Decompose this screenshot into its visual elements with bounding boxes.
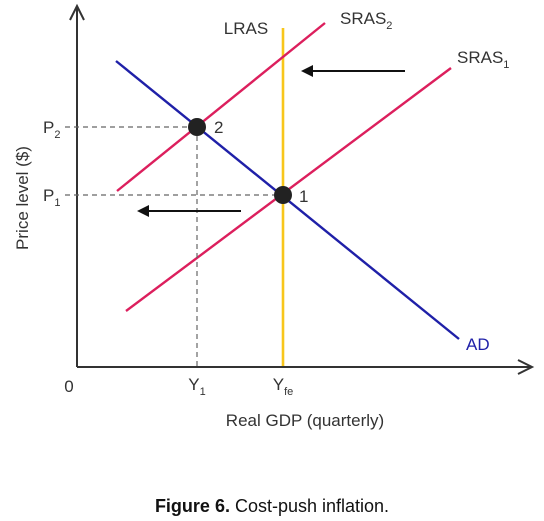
x-tick-yfe-label: Yfe (273, 375, 294, 398)
x-tick-y1-subscript: 1 (200, 386, 206, 398)
figure-caption-text: Cost-push inflation. (234, 496, 390, 516)
ad-label: AD (466, 335, 490, 354)
x-tick-yfe-subscript: fe (284, 386, 293, 398)
sras2-curve (116, 22, 326, 192)
figure-caption-label: Figure 6. (154, 496, 230, 516)
sras2-label-main: SRAS (340, 9, 386, 28)
cost-push-inflation-chart: 0 Real GDP (quarterly) Price level ($) Y… (13, 3, 535, 430)
y-tick-p1-subscript: 1 (54, 197, 60, 209)
sras2-label: SRAS2 (340, 9, 392, 32)
y-tick-p2-label: P2 (43, 118, 60, 141)
x-tick-yfe-main: Y (273, 375, 284, 394)
origin-label: 0 (64, 377, 73, 396)
sras2-label-subscript: 2 (386, 20, 392, 32)
x-axis-arrowhead (517, 359, 535, 375)
x-tick-y1-label: Y1 (188, 375, 205, 398)
y-axis-label: Price level ($) (13, 146, 32, 250)
y-tick-p2-subscript: 2 (54, 129, 60, 141)
y-tick-p1-label: P1 (43, 186, 60, 209)
lras-label: LRAS (224, 19, 268, 38)
y-tick-p2-main: P (43, 118, 54, 137)
figure-caption: Figure 6. Cost-push inflation. (0, 496, 544, 517)
equilibrium-point-2-label: 2 (214, 118, 223, 137)
x-tick-y1-main: Y (188, 375, 199, 394)
sras1-label-subscript: 1 (503, 59, 509, 71)
y-axis-arrowhead (69, 3, 85, 21)
sras1-label: SRAS1 (457, 48, 509, 71)
sras1-label-main: SRAS (457, 48, 503, 67)
equilibrium-point-1 (274, 186, 292, 204)
x-axis-label: Real GDP (quarterly) (226, 411, 384, 430)
equilibrium-point-1-label: 1 (299, 187, 308, 206)
y-tick-p1-main: P (43, 186, 54, 205)
equilibrium-point-2 (188, 118, 206, 136)
